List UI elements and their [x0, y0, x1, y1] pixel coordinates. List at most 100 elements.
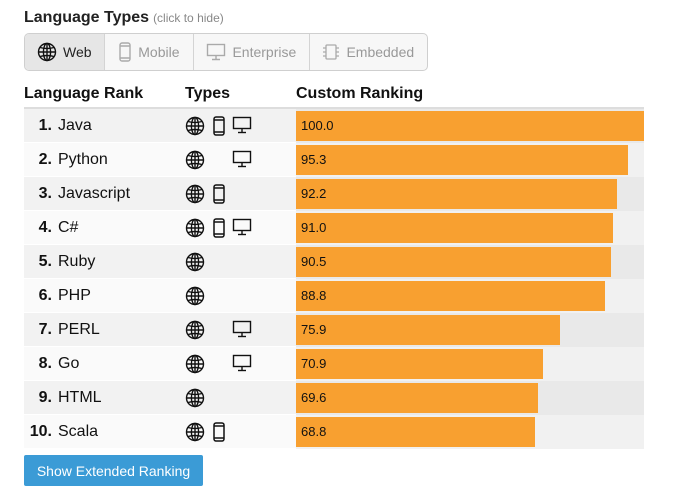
- language-types: [185, 184, 295, 204]
- filter-web-label: Web: [63, 44, 92, 60]
- table-row[interactable]: 9. HTML 69.6: [24, 381, 644, 415]
- ranking-score: 69.6: [301, 390, 327, 405]
- rank-number: 7.: [38, 321, 52, 338]
- ranking-bar: [296, 417, 535, 447]
- ranking-bar: [296, 213, 613, 243]
- monitor-icon: [232, 116, 252, 139]
- language-types: [185, 150, 295, 170]
- language-name: Python: [58, 151, 108, 168]
- globe-icon: [185, 388, 205, 413]
- rank-number: 6.: [38, 287, 52, 304]
- ranking-score: 92.2: [301, 186, 327, 201]
- table-row[interactable]: 5. Ruby 90.5: [24, 245, 644, 279]
- language-types: [185, 422, 295, 442]
- language-types-header[interactable]: Language Types (click to hide): [24, 9, 224, 27]
- monitor-icon: [232, 320, 252, 343]
- filter-enterprise-label: Enterprise: [232, 44, 297, 60]
- ranking-score: 90.5: [301, 254, 327, 269]
- filter-mobile-button[interactable]: Mobile: [105, 34, 195, 70]
- monitor-icon: [206, 43, 226, 61]
- ranking-bar: [296, 349, 543, 379]
- ranking-bar: [296, 179, 617, 209]
- ranking-bar: [296, 315, 560, 345]
- language-types: [185, 354, 295, 374]
- table-row[interactable]: 2. Python 95.3: [24, 143, 644, 177]
- language-name: Go: [58, 355, 80, 372]
- ranking-bar-track: 88.8: [296, 279, 644, 313]
- column-header-types[interactable]: Types: [185, 85, 231, 102]
- language-types: [185, 218, 295, 238]
- ranking-bar: [296, 383, 538, 413]
- show-extended-ranking-button[interactable]: Show Extended Ranking: [24, 455, 203, 486]
- ranking-score: 100.0: [301, 118, 334, 133]
- filter-mobile-label: Mobile: [138, 44, 180, 60]
- language-name: C#: [58, 219, 79, 236]
- ranking-bar: [296, 145, 628, 175]
- filter-embedded-button[interactable]: Embedded: [310, 34, 427, 70]
- rank-number: 9.: [38, 389, 52, 406]
- globe-icon: [185, 150, 205, 175]
- globe-icon: [185, 422, 205, 447]
- rank-number: 10.: [29, 423, 52, 440]
- filter-web-button[interactable]: Web: [25, 34, 105, 70]
- column-header-language-rank[interactable]: Language Rank: [24, 85, 144, 102]
- language-types: [185, 252, 295, 272]
- ranking-bar-track: 69.6: [296, 381, 644, 415]
- ranking-score: 75.9: [301, 322, 327, 337]
- filter-embedded-label: Embedded: [346, 44, 415, 60]
- rank-number: 3.: [38, 185, 52, 202]
- ranking-bar-track: 68.8: [296, 415, 644, 449]
- rank-number: 8.: [38, 355, 52, 372]
- globe-icon: [185, 286, 205, 311]
- table-row[interactable]: 1. Java 100.0: [24, 109, 644, 143]
- globe-icon: [185, 252, 205, 277]
- table-row[interactable]: 8. Go 70.9: [24, 347, 644, 381]
- ranking-score: 88.8: [301, 288, 327, 303]
- language-types: [185, 320, 295, 340]
- table-row[interactable]: 3. Javascript 92.2: [24, 177, 644, 211]
- ranking-table-body: 1. Java 100.0 2. Python 95.3 3. Javascript 92.2 4…: [24, 109, 644, 449]
- language-name: Javascript: [58, 185, 131, 202]
- language-types: [185, 388, 295, 408]
- globe-icon: [185, 116, 205, 141]
- language-types: [185, 116, 295, 136]
- ranking-bar: [296, 281, 605, 311]
- mobile-phone-icon: [212, 184, 226, 209]
- table-row[interactable]: 10. Scala 68.8: [24, 415, 644, 449]
- ranking-bar-track: 100.0: [296, 109, 644, 143]
- ranking-bar: [296, 111, 644, 141]
- ranking-score: 91.0: [301, 220, 327, 235]
- language-name: HTML: [58, 389, 102, 406]
- monitor-icon: [232, 150, 252, 173]
- click-to-hide-hint[interactable]: (click to hide): [153, 11, 224, 25]
- table-row[interactable]: 7. PERL 75.9: [24, 313, 644, 347]
- ranking-table-header: Language Rank Types Custom Ranking: [24, 85, 644, 107]
- rank-number: 1.: [38, 117, 52, 134]
- ranking-bar-track: 75.9: [296, 313, 644, 347]
- language-name: Scala: [58, 423, 99, 440]
- ranking-score: 95.3: [301, 152, 327, 167]
- globe-icon: [37, 42, 57, 62]
- ranking-bar-track: 70.9: [296, 347, 644, 381]
- header-divider: [24, 107, 644, 109]
- ranking-bar-track: 90.5: [296, 245, 644, 279]
- language-type-filter: Web Mobile Enterprise: [24, 33, 428, 71]
- ranking-bar-track: 95.3: [296, 143, 644, 177]
- language-name: Java: [58, 117, 92, 134]
- chip-icon: [322, 42, 340, 62]
- filter-enterprise-button[interactable]: Enterprise: [194, 34, 310, 70]
- globe-icon: [185, 218, 205, 243]
- rank-number: 5.: [38, 253, 52, 270]
- table-row[interactable]: 4. C# 91.0: [24, 211, 644, 245]
- mobile-phone-icon: [212, 422, 226, 447]
- language-types: [185, 286, 295, 306]
- table-row[interactable]: 6. PHP 88.8: [24, 279, 644, 313]
- language-name: PHP: [58, 287, 91, 304]
- language-types-title[interactable]: Language Types: [24, 9, 150, 26]
- globe-icon: [185, 184, 205, 209]
- column-header-custom-ranking[interactable]: Custom Ranking: [296, 85, 424, 102]
- mobile-phone-icon: [212, 218, 226, 243]
- rank-number: 4.: [38, 219, 52, 236]
- globe-icon: [185, 320, 205, 345]
